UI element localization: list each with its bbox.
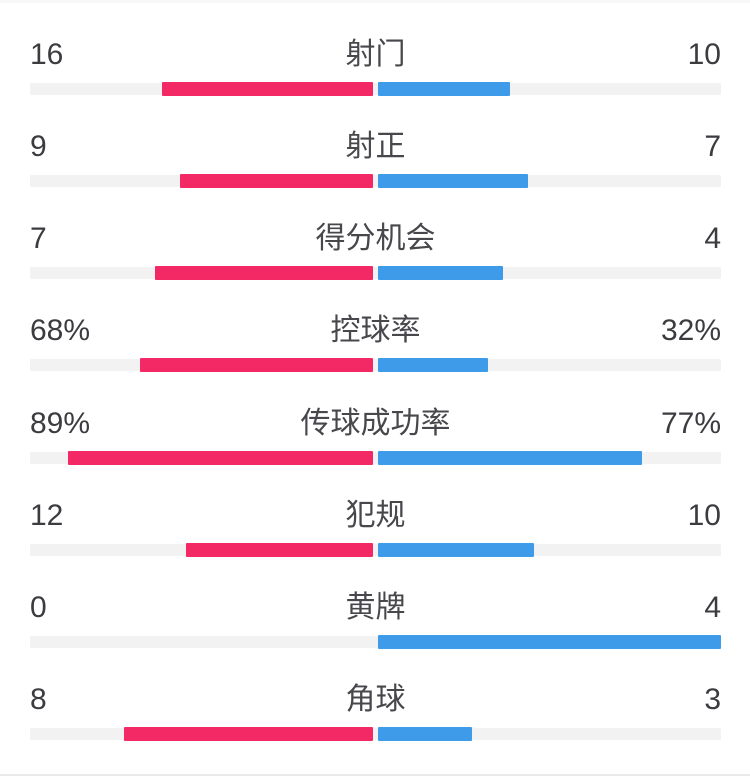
home-bar — [68, 451, 373, 465]
away-bar — [378, 727, 472, 741]
bottom-divider — [0, 774, 750, 776]
stat-label: 黄牌 — [345, 591, 406, 624]
away-bar — [378, 82, 510, 96]
home-value: 68% — [30, 314, 91, 347]
away-bar — [378, 543, 534, 557]
away-value: 7 — [704, 130, 721, 163]
stat-textline: 7 得分机会 4 — [30, 222, 721, 256]
comparison-bar — [30, 174, 721, 188]
stat-label: 犯规 — [345, 499, 406, 532]
home-bar — [124, 727, 373, 741]
home-value: 7 — [30, 222, 47, 255]
stat-row-big-chances: 7 得分机会 4 — [30, 222, 721, 284]
bar-track — [30, 83, 721, 95]
comparison-bar — [30, 358, 721, 372]
home-bar — [140, 358, 373, 372]
stat-textline: 68% 控球率 32% — [30, 314, 721, 348]
away-bar — [378, 358, 488, 372]
away-bar — [378, 635, 721, 649]
away-value: 3 — [704, 683, 721, 716]
stat-label: 角球 — [345, 683, 406, 716]
away-value: 32% — [660, 314, 721, 347]
stat-label: 传球成功率 — [300, 407, 451, 440]
stat-textline: 0 黄牌 4 — [30, 591, 721, 625]
home-bar — [180, 174, 373, 188]
comparison-bar — [30, 727, 721, 741]
away-bar — [378, 266, 503, 280]
home-value: 9 — [30, 130, 47, 163]
stat-textline: 12 犯规 10 — [30, 499, 721, 533]
home-bar — [186, 543, 373, 557]
stat-row-shots-on-target: 9 射正 7 — [30, 130, 721, 192]
stat-textline: 16 射门 10 — [30, 38, 721, 72]
away-bar — [378, 451, 642, 465]
bar-track — [30, 359, 721, 371]
stat-label: 射门 — [345, 38, 406, 71]
stat-label: 控球率 — [330, 314, 421, 347]
away-value: 4 — [704, 222, 721, 255]
comparison-bar — [30, 451, 721, 465]
away-bar — [378, 174, 528, 188]
away-value: 10 — [687, 38, 721, 71]
home-bar — [162, 82, 373, 96]
stat-row-corners: 8 角球 3 — [30, 683, 721, 745]
stat-label: 射正 — [345, 130, 406, 163]
bar-track — [30, 544, 721, 556]
stat-textline: 8 角球 3 — [30, 683, 721, 717]
away-value: 4 — [704, 591, 721, 624]
stat-row-shots: 16 射门 10 — [30, 38, 721, 100]
stat-textline: 9 射正 7 — [30, 130, 721, 164]
comparison-bar — [30, 543, 721, 557]
home-bar — [155, 266, 373, 280]
stat-textline: 89% 传球成功率 77% — [30, 407, 721, 441]
bar-track — [30, 267, 721, 279]
stat-row-fouls: 12 犯规 10 — [30, 499, 721, 561]
home-value: 16 — [30, 38, 64, 71]
home-value: 12 — [30, 499, 64, 532]
away-value: 77% — [660, 407, 721, 440]
bar-track — [30, 175, 721, 187]
home-value: 8 — [30, 683, 47, 716]
home-value: 89% — [30, 407, 91, 440]
stat-row-yellow-cards: 0 黄牌 4 — [30, 591, 721, 653]
home-value: 0 — [30, 591, 47, 624]
top-divider — [0, 0, 750, 3]
stat-row-pass-accuracy: 89% 传球成功率 77% — [30, 407, 721, 469]
comparison-bar — [30, 82, 721, 96]
comparison-bar — [30, 635, 721, 649]
comparison-bar — [30, 266, 721, 280]
away-value: 10 — [687, 499, 721, 532]
stat-row-possession: 68% 控球率 32% — [30, 314, 721, 376]
stat-label: 得分机会 — [315, 222, 436, 255]
